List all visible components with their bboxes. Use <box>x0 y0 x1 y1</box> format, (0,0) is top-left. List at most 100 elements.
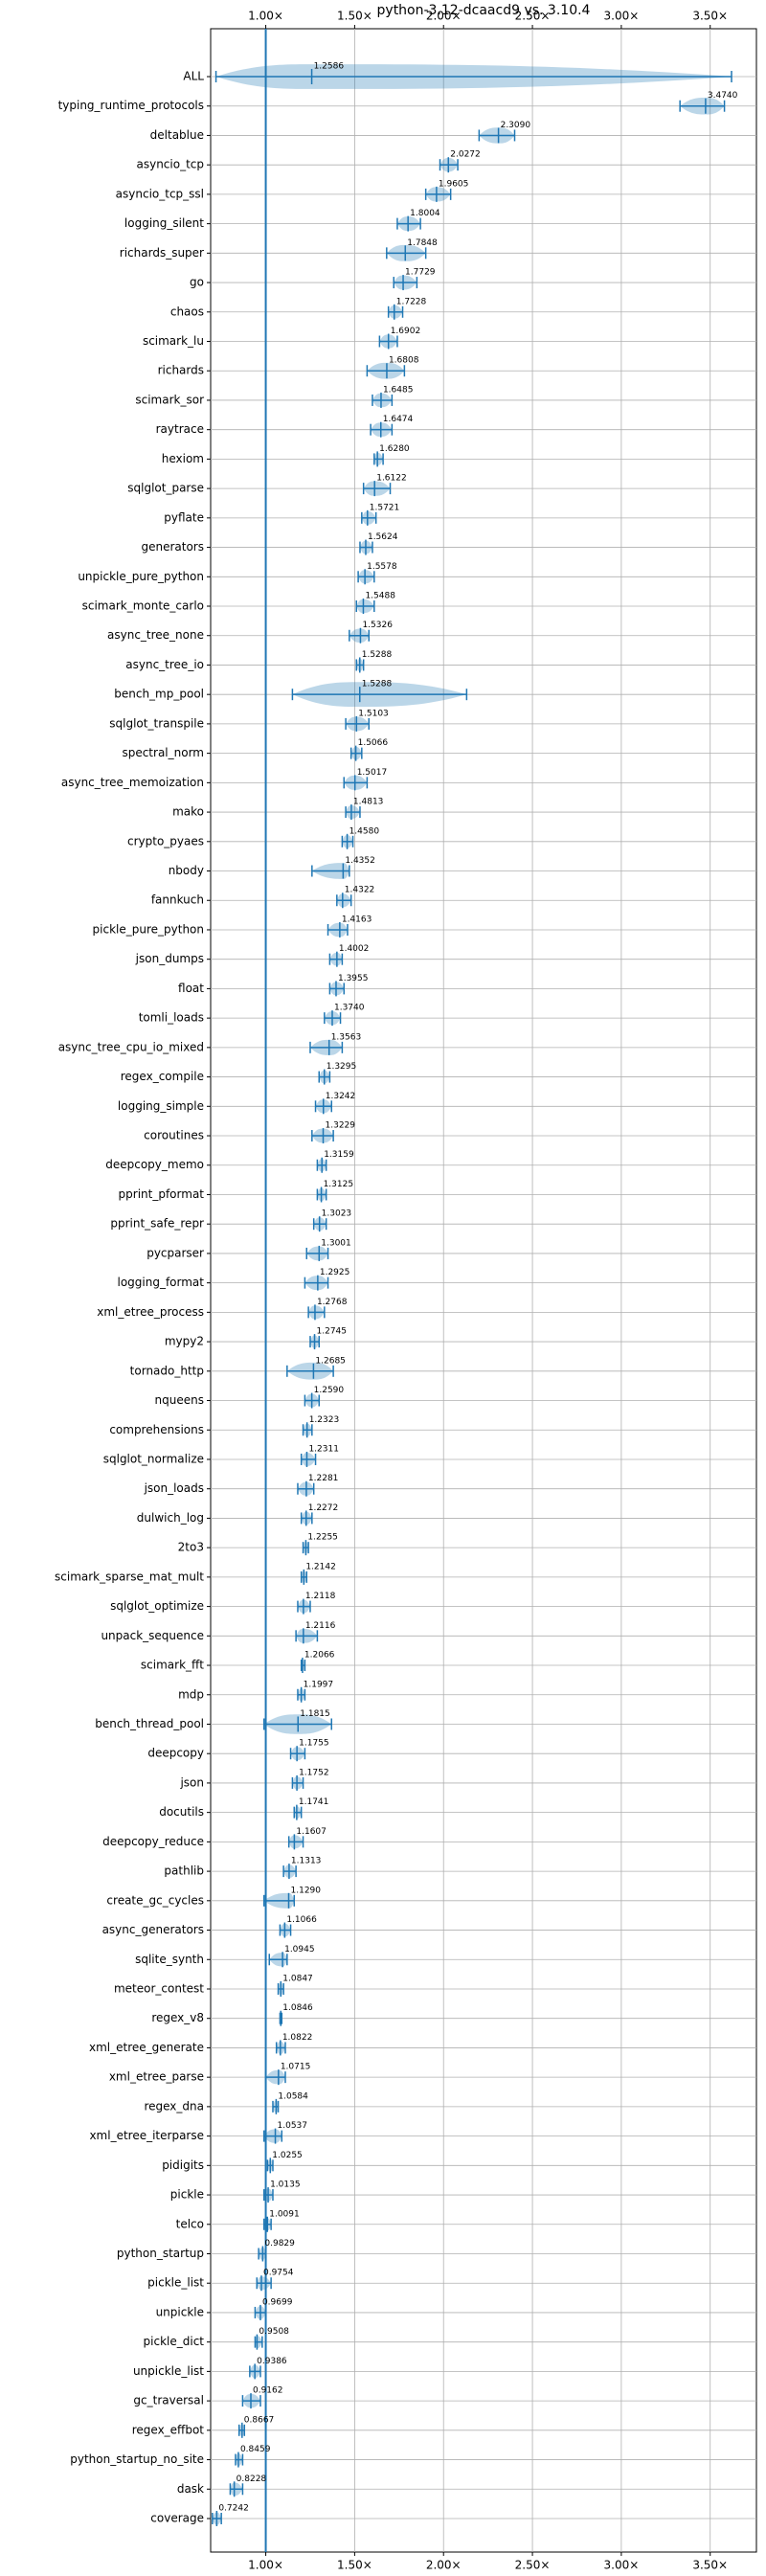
y-tick-label: unpickle <box>156 2305 204 2318</box>
value-label: 1.1313 <box>291 1857 322 1866</box>
y-tick-label: deepcopy <box>147 1747 204 1760</box>
y-tick-label: docutils <box>159 1805 204 1819</box>
value-label: 1.2272 <box>308 1503 339 1513</box>
x-tick-label: 2.50× <box>515 2559 551 2572</box>
value-label: 1.3242 <box>326 1092 356 1101</box>
y-tick-label: sqlglot_parse <box>127 482 204 495</box>
chart-title: python-3.12-dcaacd9 vs. 3.10.4 <box>377 3 591 18</box>
x-tick-label: 1.00× <box>248 10 283 23</box>
y-tick-label: float <box>178 982 204 995</box>
value-label: 1.3563 <box>331 1032 362 1042</box>
value-label: 1.3001 <box>321 1238 351 1248</box>
y-tick-label: xml_etree_iterparse <box>89 2129 204 2142</box>
value-label: 1.5624 <box>368 532 398 542</box>
value-label: 1.2586 <box>314 62 345 72</box>
y-tick-label: dask <box>177 2482 204 2496</box>
value-label: 1.6808 <box>389 356 419 366</box>
y-tick-label: async_tree_cpu_io_mixed <box>58 1040 204 1053</box>
y-tick-label: unpack_sequence <box>101 1629 204 1642</box>
value-label: 1.1752 <box>299 1768 329 1777</box>
value-label: 1.0846 <box>282 2003 313 2013</box>
value-label: 1.7848 <box>407 238 438 248</box>
value-label: 1.5066 <box>358 738 389 748</box>
y-tick-label: sqlglot_optimize <box>110 1599 204 1613</box>
value-label: 1.0847 <box>282 1974 313 1983</box>
y-tick-label: python_startup <box>117 2247 204 2260</box>
y-tick-label: asyncio_tcp_ssl <box>116 187 204 200</box>
value-label: 0.8667 <box>244 2415 275 2425</box>
y-tick-label: richards <box>158 364 204 377</box>
y-tick-label: xml_etree_parse <box>109 2070 204 2084</box>
y-tick-label: telco <box>176 2217 204 2230</box>
value-label: 1.5017 <box>357 768 388 778</box>
value-label: 2.0272 <box>450 150 481 160</box>
value-label: 1.1997 <box>304 1680 334 1689</box>
value-label: 2.3090 <box>501 121 531 130</box>
y-tick-label: pprint_pformat <box>119 1187 205 1201</box>
value-label: 0.9829 <box>264 2239 295 2248</box>
value-label: 1.2066 <box>304 1651 335 1661</box>
value-label: 1.1741 <box>299 1797 329 1807</box>
x-tick-label: 1.50× <box>337 2559 372 2572</box>
y-tick-label: deepcopy_reduce <box>102 1835 204 1848</box>
y-tick-label: pidigits <box>162 2158 204 2172</box>
value-label: 1.2311 <box>308 1444 339 1454</box>
value-label: 3.4740 <box>708 91 738 101</box>
y-tick-label: pycparser <box>146 1246 204 1259</box>
value-label: 1.2685 <box>315 1356 346 1366</box>
y-tick-label: richards_super <box>120 246 204 260</box>
value-label: 1.2590 <box>314 1386 345 1395</box>
x-tick-label: 2.00× <box>426 10 462 23</box>
y-tick-label: regex_dna <box>144 2099 204 2113</box>
x-tick-label: 2.00× <box>426 2559 462 2572</box>
plot-frame <box>210 28 757 2553</box>
y-tick-label: scimark_monte_carlo <box>82 599 204 613</box>
value-label: 1.9605 <box>439 179 469 189</box>
value-label: 1.1755 <box>299 1739 329 1749</box>
value-label: 1.5288 <box>362 680 393 689</box>
y-tick-label: async_generators <box>102 1923 204 1936</box>
value-label: 0.9386 <box>257 2357 287 2366</box>
value-label: 1.4322 <box>345 886 375 895</box>
value-label: 1.2745 <box>317 1327 348 1337</box>
y-tick-label: async_tree_io <box>125 658 204 671</box>
y-tick-label: coroutines <box>144 1129 204 1142</box>
y-tick-label: raytrace <box>156 422 204 436</box>
value-label: 1.3023 <box>322 1209 352 1219</box>
y-tick-label: deepcopy_memo <box>105 1158 204 1171</box>
y-tick-label: go <box>190 276 204 289</box>
value-label: 1.3295 <box>327 1062 357 1072</box>
y-tick-label: tornado_http <box>130 1364 204 1377</box>
y-tick-label: scimark_lu <box>143 334 204 348</box>
y-tick-label: asyncio_tcp <box>136 158 204 171</box>
value-label: 1.6902 <box>391 327 421 336</box>
value-label: 1.1066 <box>286 1915 317 1925</box>
y-tick-label: json <box>179 1775 204 1789</box>
value-label: 1.2281 <box>308 1474 339 1483</box>
y-tick-label: sqlglot_transpile <box>109 716 204 730</box>
value-label: 1.7228 <box>396 297 427 306</box>
value-label: 1.0715 <box>281 2063 311 2072</box>
value-label: 1.6280 <box>379 444 410 454</box>
y-tick-label: tomli_loads <box>139 1011 204 1025</box>
x-tick-label: 1.00× <box>248 2559 283 2572</box>
y-tick-label: logging_silent <box>124 216 204 230</box>
value-label: 1.1607 <box>296 1827 327 1837</box>
value-label: 1.5578 <box>367 562 397 572</box>
y-tick-label: pathlib <box>164 1864 204 1878</box>
value-label: 1.3955 <box>338 974 369 983</box>
x-tick-label: 2.50× <box>515 10 551 23</box>
value-label: 0.9754 <box>263 2269 294 2278</box>
y-tick-label: gc_traversal <box>133 2394 204 2407</box>
y-tick-label: mako <box>172 805 204 819</box>
value-label: 1.8004 <box>410 209 440 218</box>
x-tick-label: 3.50× <box>692 10 728 23</box>
y-tick-label: json_dumps <box>135 952 204 965</box>
value-label: 1.0945 <box>284 1945 315 1955</box>
x-tick-label: 3.50× <box>692 2559 728 2572</box>
value-label: 1.3740 <box>334 1004 365 1013</box>
y-tick-label: async_tree_none <box>107 628 204 642</box>
value-label: 1.0822 <box>282 2033 313 2043</box>
value-label: 1.5488 <box>365 592 395 601</box>
